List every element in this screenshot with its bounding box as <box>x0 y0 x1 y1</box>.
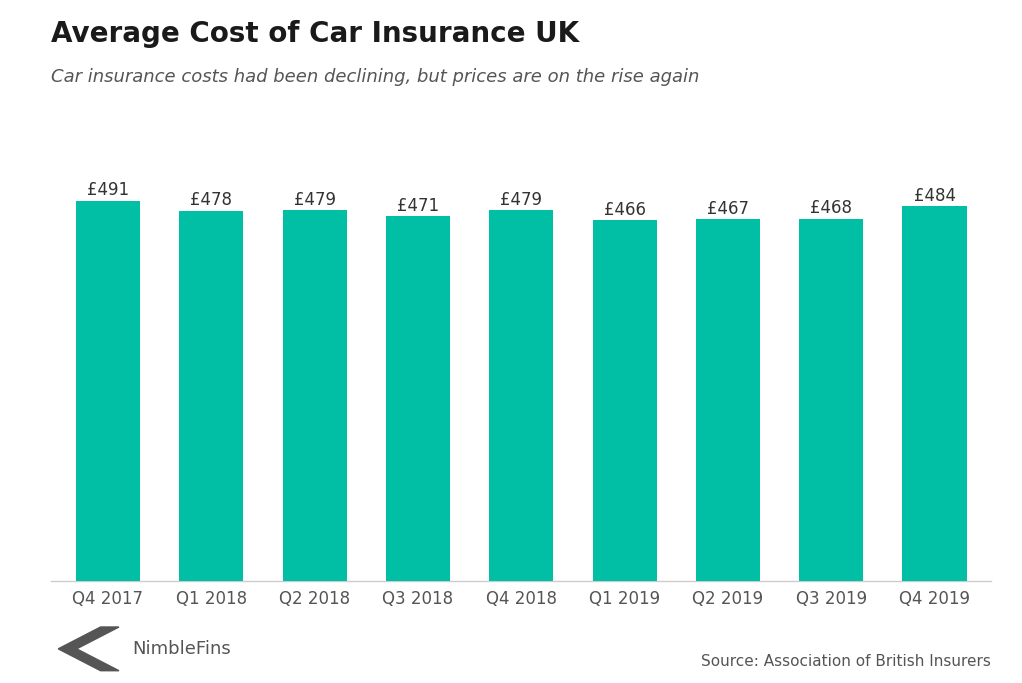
Text: £478: £478 <box>190 191 232 210</box>
Text: £467: £467 <box>707 200 749 218</box>
Text: Source: Association of British Insurers: Source: Association of British Insurers <box>701 654 991 669</box>
Bar <box>76 201 140 581</box>
Text: NimbleFins: NimbleFins <box>132 640 231 658</box>
Bar <box>179 211 243 581</box>
Bar <box>799 219 864 581</box>
Bar <box>490 210 553 581</box>
Text: £471: £471 <box>397 197 439 215</box>
Bar <box>593 220 656 581</box>
Bar <box>696 219 760 581</box>
Bar <box>902 206 967 581</box>
Text: £479: £479 <box>500 191 543 208</box>
Text: Car insurance costs had been declining, but prices are on the rise again: Car insurance costs had been declining, … <box>51 68 699 86</box>
Text: £484: £484 <box>914 186 956 205</box>
Text: Average Cost of Car Insurance UK: Average Cost of Car Insurance UK <box>51 20 579 48</box>
Text: £468: £468 <box>810 199 852 217</box>
Polygon shape <box>58 627 119 671</box>
Bar <box>386 217 450 581</box>
Text: £479: £479 <box>293 191 335 208</box>
Bar <box>282 210 346 581</box>
Text: £466: £466 <box>604 201 646 219</box>
Text: £491: £491 <box>87 182 129 199</box>
